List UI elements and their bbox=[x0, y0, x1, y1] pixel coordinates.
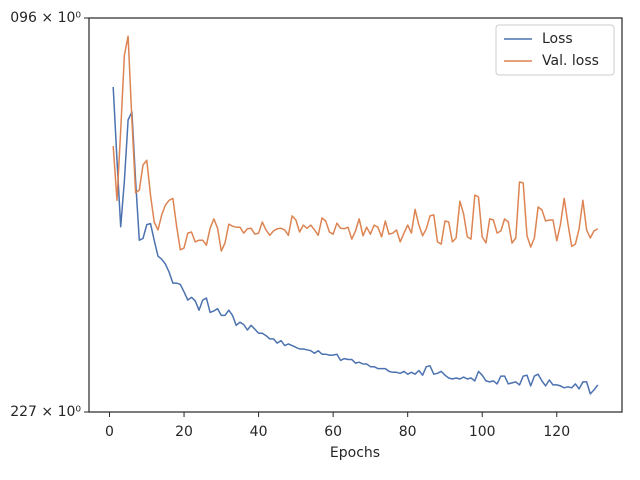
y-tick-label: 096 × 10⁰ bbox=[10, 10, 81, 26]
legend-label: Val. loss bbox=[542, 53, 599, 69]
y-tick-label: 227 × 10⁰ bbox=[10, 404, 81, 420]
x-tick-label: 60 bbox=[324, 424, 342, 440]
x-tick-label: 40 bbox=[250, 424, 268, 440]
x-tick-label: 20 bbox=[175, 424, 193, 440]
x-tick-label: 120 bbox=[543, 424, 570, 440]
x-tick-label: 80 bbox=[399, 424, 417, 440]
loss-line bbox=[112, 86, 599, 395]
legend: Loss Val. loss bbox=[495, 24, 615, 76]
axes-frame bbox=[88, 17, 623, 413]
legend-box bbox=[495, 24, 615, 76]
legend-label: Loss bbox=[542, 31, 573, 47]
x-axis-label: Epochs bbox=[330, 445, 380, 461]
loss-line bbox=[112, 35, 599, 252]
x-tick-label: 0 bbox=[105, 424, 114, 440]
x-tick-label: 100 bbox=[469, 424, 496, 440]
